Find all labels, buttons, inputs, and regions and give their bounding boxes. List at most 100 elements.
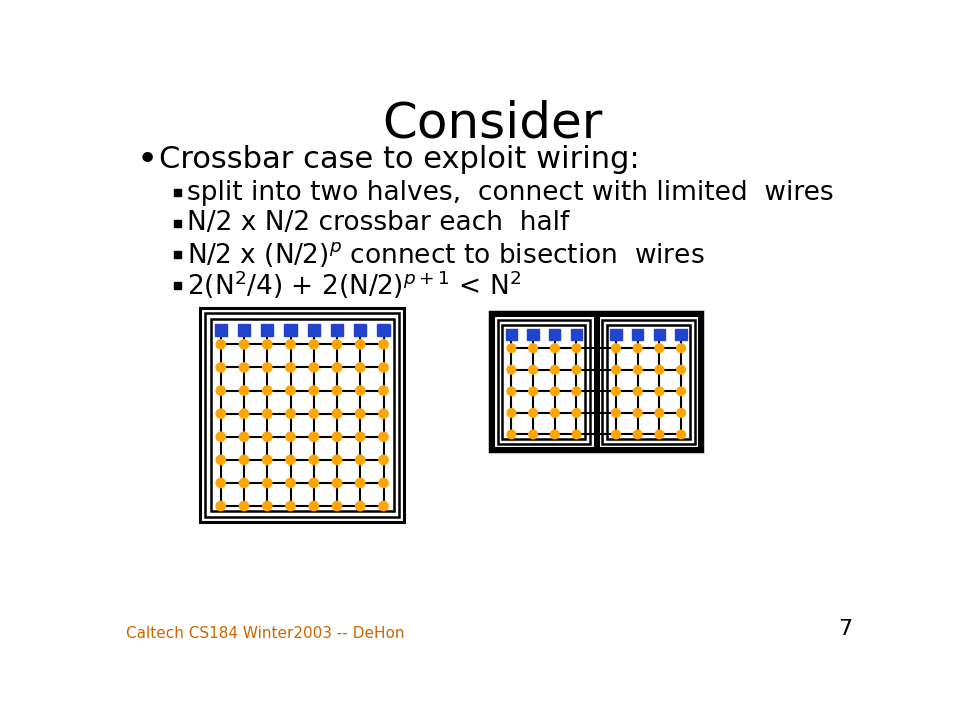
Circle shape (550, 408, 559, 417)
Circle shape (286, 455, 295, 464)
Circle shape (572, 408, 581, 417)
Circle shape (612, 430, 620, 438)
Circle shape (216, 340, 226, 349)
Bar (308, 324, 320, 336)
Circle shape (529, 344, 538, 353)
Circle shape (216, 386, 226, 395)
Circle shape (332, 363, 342, 372)
Bar (502, 325, 586, 439)
Text: Caltech CS184 Winter2003 -- DeHon: Caltech CS184 Winter2003 -- DeHon (126, 626, 405, 641)
Circle shape (550, 344, 559, 353)
Bar (632, 329, 643, 341)
Circle shape (263, 409, 272, 418)
Bar (611, 329, 622, 341)
Circle shape (216, 478, 226, 487)
Circle shape (216, 363, 226, 372)
Circle shape (239, 478, 249, 487)
Circle shape (677, 344, 685, 353)
Circle shape (507, 366, 516, 374)
Circle shape (379, 363, 388, 372)
Bar (175, 220, 181, 227)
Text: split into two halves,  connect with limited  wires: split into two halves, connect with limi… (187, 180, 834, 206)
Bar (549, 329, 561, 341)
Circle shape (216, 432, 226, 441)
Circle shape (355, 409, 365, 418)
Circle shape (332, 409, 342, 418)
Circle shape (634, 430, 642, 438)
Circle shape (355, 386, 365, 395)
Circle shape (332, 478, 342, 487)
Text: 7: 7 (838, 619, 852, 639)
Bar (215, 324, 227, 336)
Circle shape (677, 366, 685, 374)
Circle shape (379, 409, 388, 418)
Circle shape (572, 430, 581, 438)
Circle shape (216, 409, 226, 418)
Circle shape (263, 363, 272, 372)
Circle shape (309, 409, 319, 418)
Text: N/2 x (N/2)$^p$ connect to bisection  wires: N/2 x (N/2)$^p$ connect to bisection wir… (187, 240, 705, 269)
Circle shape (286, 409, 295, 418)
Circle shape (263, 478, 272, 487)
Text: Consider: Consider (382, 99, 602, 148)
Bar (175, 282, 181, 289)
Circle shape (355, 478, 365, 487)
Circle shape (379, 501, 388, 510)
Text: 2(N$^2$/4) + 2(N/2)$^{p+1}$ < N$^2$: 2(N$^2$/4) + 2(N/2)$^{p+1}$ < N$^2$ (187, 269, 521, 301)
Circle shape (529, 408, 538, 417)
Circle shape (612, 344, 620, 353)
Bar (571, 329, 582, 341)
Bar (654, 329, 665, 341)
Circle shape (507, 387, 516, 395)
Circle shape (309, 386, 319, 395)
Circle shape (239, 363, 249, 372)
Circle shape (355, 455, 365, 464)
Circle shape (263, 340, 272, 349)
Circle shape (355, 432, 365, 441)
Circle shape (216, 455, 226, 464)
Circle shape (655, 366, 663, 374)
Bar (200, 308, 404, 522)
Circle shape (286, 432, 295, 441)
Circle shape (355, 340, 365, 349)
Text: •: • (136, 143, 157, 176)
Circle shape (263, 432, 272, 441)
Circle shape (263, 501, 272, 510)
Circle shape (286, 363, 295, 372)
Bar (238, 324, 250, 336)
Circle shape (677, 430, 685, 438)
Circle shape (355, 501, 365, 510)
Bar (175, 251, 181, 258)
Circle shape (239, 409, 249, 418)
Bar (607, 325, 690, 439)
Bar (284, 324, 297, 336)
Circle shape (309, 478, 319, 487)
Circle shape (655, 430, 663, 438)
Circle shape (529, 366, 538, 374)
Bar (175, 189, 181, 196)
Bar (506, 329, 517, 341)
Text: N/2 x N/2 crossbar each  half: N/2 x N/2 crossbar each half (187, 210, 570, 236)
Circle shape (529, 387, 538, 395)
Circle shape (309, 363, 319, 372)
Circle shape (634, 408, 642, 417)
Bar (598, 315, 700, 449)
Circle shape (572, 366, 581, 374)
Bar (261, 324, 274, 336)
Circle shape (309, 501, 319, 510)
Circle shape (529, 430, 538, 438)
Circle shape (239, 386, 249, 395)
Bar (602, 320, 695, 444)
Circle shape (332, 386, 342, 395)
Circle shape (677, 408, 685, 417)
Circle shape (379, 340, 388, 349)
Circle shape (379, 455, 388, 464)
Circle shape (612, 366, 620, 374)
Circle shape (572, 387, 581, 395)
Text: Crossbar case to exploit wiring:: Crossbar case to exploit wiring: (158, 145, 639, 174)
Circle shape (550, 430, 559, 438)
Circle shape (286, 501, 295, 510)
Circle shape (309, 340, 319, 349)
Circle shape (263, 455, 272, 464)
Circle shape (239, 455, 249, 464)
